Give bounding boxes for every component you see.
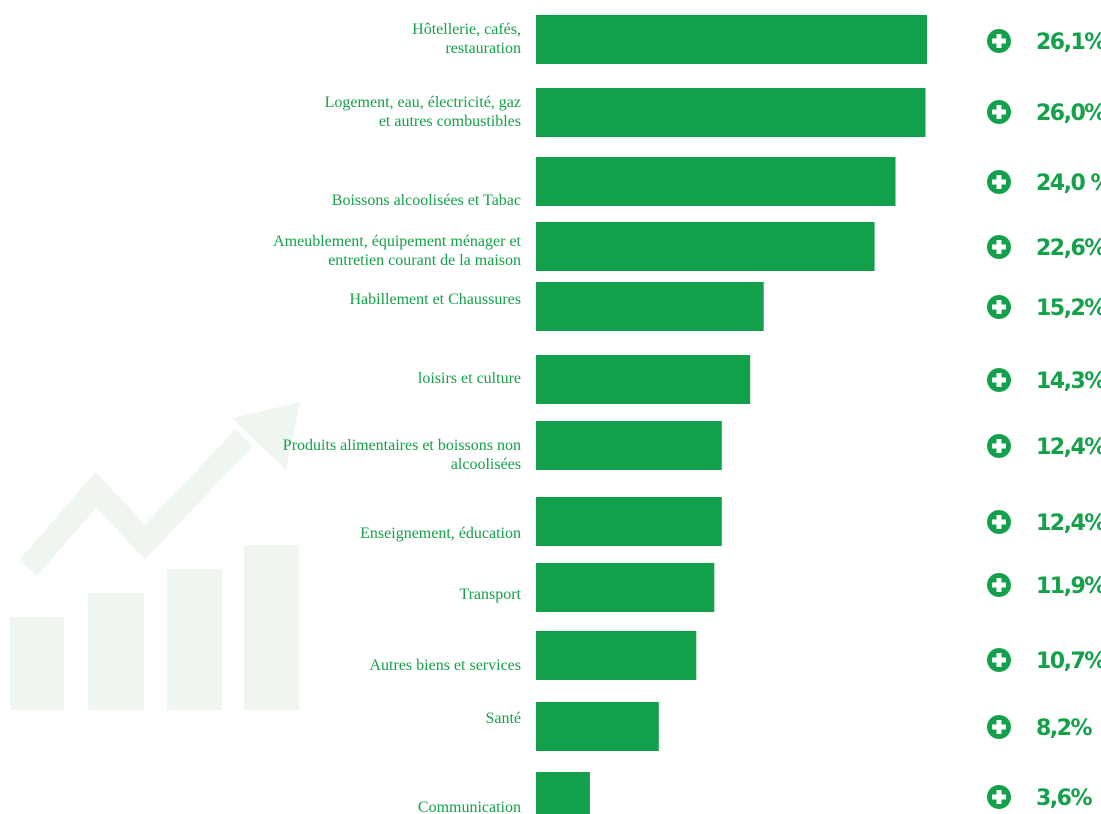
- plus-circle-icon: [987, 573, 1011, 597]
- bar: [536, 282, 764, 331]
- trend-chart-icon: [10, 402, 300, 710]
- plus-circle-icon: [987, 510, 1011, 534]
- bar: [536, 421, 722, 470]
- category-label: Logement, eau, électricité, gaz et autres…: [325, 94, 521, 130]
- bar: [536, 702, 659, 751]
- bar: [536, 497, 722, 546]
- value-label: 12,4%: [1036, 511, 1101, 536]
- value-label: 14,3%: [1036, 369, 1101, 394]
- category-label: Produits alimentaires et boissons non alc…: [283, 437, 521, 473]
- category-label: Habillement et Chaussures: [349, 291, 521, 308]
- bar: [536, 355, 751, 404]
- plus-circle-icon: [987, 785, 1011, 809]
- plus-circle-icon: [987, 29, 1011, 53]
- plus-circle-icon: [987, 368, 1011, 392]
- plus-circle-icon: [987, 295, 1011, 319]
- value-label: 8,2%: [1036, 716, 1092, 741]
- bar: [536, 631, 697, 680]
- category-label: Enseignement, éducation: [360, 525, 521, 542]
- plus-circle-icon: [987, 100, 1011, 124]
- plus-circle-icon: [987, 434, 1011, 458]
- category-label: Autres biens et services: [369, 657, 521, 674]
- value-label: 24,0 %: [1036, 171, 1101, 196]
- bar: [536, 772, 590, 814]
- plus-circle-icon: [987, 235, 1011, 259]
- value-label: 26,1%: [1036, 30, 1101, 55]
- bar: [536, 157, 896, 206]
- category-label: Boissons alcoolisées et Tabac: [332, 192, 521, 209]
- value-label: 3,6%: [1036, 786, 1092, 811]
- category-label: Transport: [459, 586, 521, 603]
- value-label: 11,9%: [1036, 574, 1101, 599]
- value-label: 15,2%: [1036, 296, 1101, 321]
- value-label: 12,4%: [1036, 435, 1101, 460]
- value-label: 22,6%: [1036, 236, 1101, 261]
- plus-circle-icon: [987, 648, 1011, 672]
- bar: [536, 563, 715, 612]
- bar: [536, 15, 927, 64]
- plus-circle-icon: [987, 715, 1011, 739]
- category-label: Ameublement, équipement ménager et entret…: [273, 233, 521, 269]
- category-label: loisirs et culture: [418, 370, 521, 387]
- bar: [536, 88, 926, 137]
- category-label: Santé: [485, 710, 521, 727]
- value-label: 10,7%: [1036, 649, 1101, 674]
- plus-circle-icon: [987, 170, 1011, 194]
- category-label: Communication: [418, 799, 521, 814]
- value-label: 26,0%: [1036, 101, 1101, 126]
- bar: [536, 222, 875, 271]
- category-label: Hôtellerie, cafés, restauration: [412, 21, 521, 57]
